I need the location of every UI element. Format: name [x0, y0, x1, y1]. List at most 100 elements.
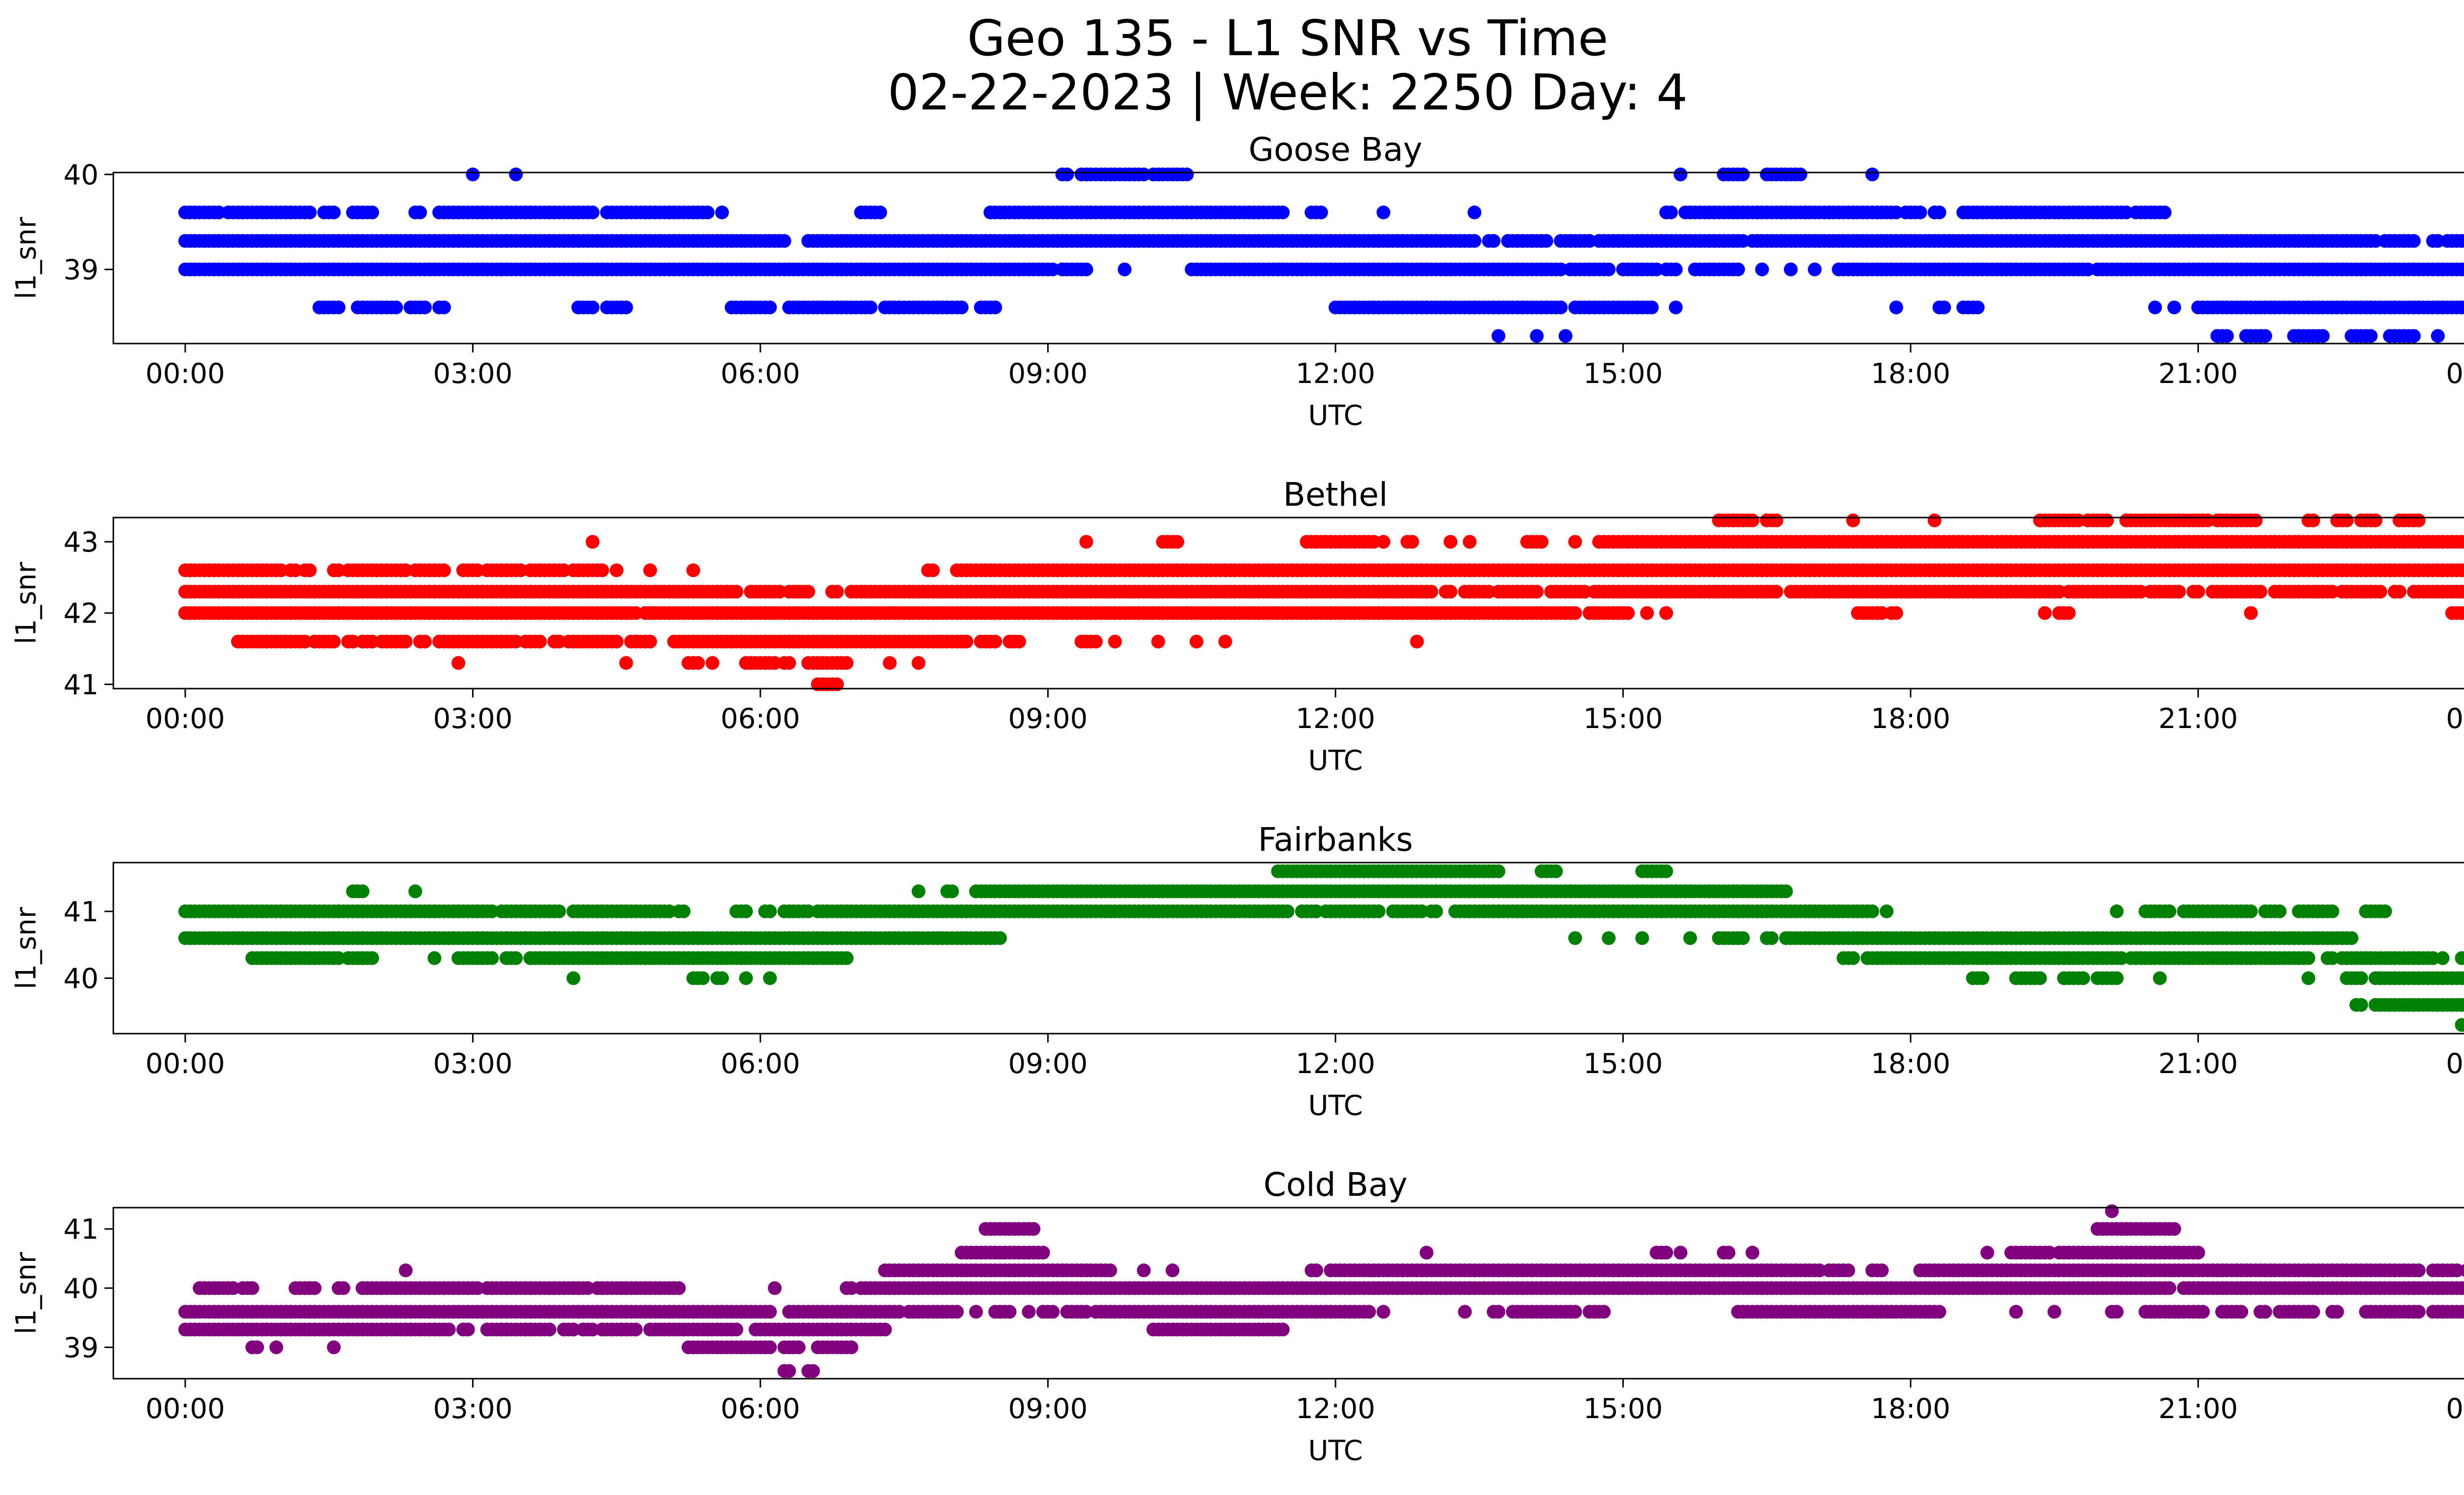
goose-bay-x-tick-label: 15:00	[1583, 358, 1663, 390]
bethel-point	[513, 563, 528, 577]
cold-bay-point	[1103, 1263, 1117, 1278]
bethel-y-axis-label: l1_snr	[10, 561, 42, 644]
cold-bay-point	[2191, 1246, 2205, 1260]
bethel-points	[178, 513, 2464, 692]
cold-bay-point	[308, 1281, 322, 1295]
bethel-point	[1769, 585, 1783, 599]
fairbanks-point	[1491, 864, 1506, 878]
fairbanks-point	[552, 904, 566, 918]
goose-bay-y-axis-label: l1_snr	[10, 216, 42, 299]
cold-bay-point	[1137, 1263, 1151, 1278]
bethel-point	[959, 634, 974, 649]
bethel-point	[1769, 513, 1783, 527]
fairbanks-x-tick-label: 09:00	[1008, 1048, 1088, 1080]
bethel-point	[288, 563, 303, 577]
bethel-point	[2191, 585, 2205, 599]
goose-bay-point	[2258, 329, 2272, 343]
bethel-point	[1410, 634, 1424, 649]
cold-bay-point	[1419, 1246, 1434, 1260]
goose-bay-x-tick-label: 03:00	[433, 358, 513, 390]
fairbanks-x-tick-label: 18:00	[1871, 1048, 1950, 1080]
goose-bay-point	[1554, 262, 1568, 277]
cold-bay-point	[2167, 1222, 2181, 1236]
goose-bay-point	[585, 206, 600, 219]
goose-bay-point	[1491, 329, 1506, 343]
goose-bay-x-tick-label: 00:00	[145, 358, 225, 390]
bethel-point	[1745, 513, 1760, 527]
fairbanks-title: Fairbanks	[1258, 821, 1413, 859]
bethel-point	[1012, 634, 1027, 649]
fairbanks-y-axis-label: l1_snr	[10, 906, 42, 989]
goose-bay-point	[1664, 206, 1678, 219]
goose-bay-x-axis-label: UTC	[1308, 400, 1363, 432]
goose-bay-point	[873, 206, 888, 219]
goose-bay-point	[466, 167, 480, 181]
cold-bay-point	[1980, 1246, 1994, 1260]
goose-bay-point	[2407, 329, 2421, 343]
bethel-point	[1889, 606, 1903, 620]
bethel-point	[418, 634, 432, 649]
bethel-point	[451, 656, 466, 670]
cold-bay-point	[1027, 1222, 1041, 1236]
goose-bay-point	[1644, 300, 1659, 314]
fairbanks-x-tick-label: 15:00	[1583, 1048, 1663, 1080]
goose-bay-point	[1486, 234, 1501, 248]
fairbanks-point	[2076, 971, 2090, 985]
bethel-point	[1190, 634, 1203, 649]
fairbanks-y-tick-label: 41	[64, 896, 99, 928]
bethel-point	[2373, 585, 2388, 599]
bethel-x-tick-label: 15:00	[1583, 703, 1663, 735]
goose-bay-point	[1558, 329, 1573, 343]
bethel-point	[782, 656, 796, 670]
cold-bay-point	[768, 1281, 782, 1295]
cold-bay-point	[1745, 1246, 1760, 1260]
bethel-point	[585, 535, 600, 549]
goose-bay-point	[413, 206, 427, 219]
figure-title-line-1: Geo 135 - L1 SNR vs Time	[967, 9, 1608, 67]
fairbanks-point	[763, 971, 777, 985]
bethel-point	[1846, 513, 1860, 527]
bethel-point	[471, 563, 485, 577]
cold-bay-point	[672, 1281, 686, 1295]
goose-bay-point	[389, 300, 403, 314]
fairbanks-x-tick-label: 06:00	[720, 1048, 800, 1080]
goose-bay-point	[1582, 234, 1597, 248]
bethel-point	[595, 563, 609, 577]
cold-bay-point	[2412, 1263, 2426, 1278]
goose-bay-point	[365, 206, 379, 219]
goose-bay-point	[763, 300, 777, 314]
bethel-y-tick-label: 43	[64, 526, 99, 558]
goose-bay-point	[1060, 167, 1074, 181]
fairbanks-point	[1880, 904, 1894, 918]
bethel-point	[1568, 606, 1582, 620]
fairbanks-point	[2110, 971, 2124, 985]
bethel-y-tick-label: 42	[64, 598, 99, 630]
goose-bay-point	[1793, 167, 1808, 181]
goose-bay-point	[1889, 300, 1903, 314]
bethel-point	[1443, 535, 1458, 549]
fairbanks-point	[485, 951, 499, 965]
cold-bay-point	[1165, 1263, 1180, 1278]
goose-bay-x-tick-label: 00:00	[2446, 358, 2464, 390]
bethel-point	[274, 563, 288, 577]
fairbanks-point	[2344, 931, 2359, 945]
bethel-x-tick-label: 03:00	[433, 703, 513, 735]
fairbanks-point	[2378, 904, 2392, 918]
bethel-point	[399, 634, 413, 649]
fairbanks-point	[365, 951, 379, 965]
bethel-point	[610, 634, 624, 649]
bethel-x-tick-label: 09:00	[1008, 703, 1088, 735]
fairbanks-point	[1429, 904, 1443, 918]
bethel-point	[691, 656, 705, 670]
fairbanks-point	[763, 904, 777, 918]
goose-bay-point	[2460, 234, 2464, 247]
goose-bay-point	[1937, 300, 1951, 314]
fairbanks-point	[1865, 904, 1880, 918]
fairbanks-point	[408, 884, 422, 899]
fairbanks-point	[2153, 971, 2167, 985]
goose-bay-point	[1137, 167, 1151, 181]
fairbanks-point	[2033, 971, 2047, 985]
goose-bay-point	[2460, 263, 2464, 276]
goose-bay-point	[212, 206, 226, 219]
